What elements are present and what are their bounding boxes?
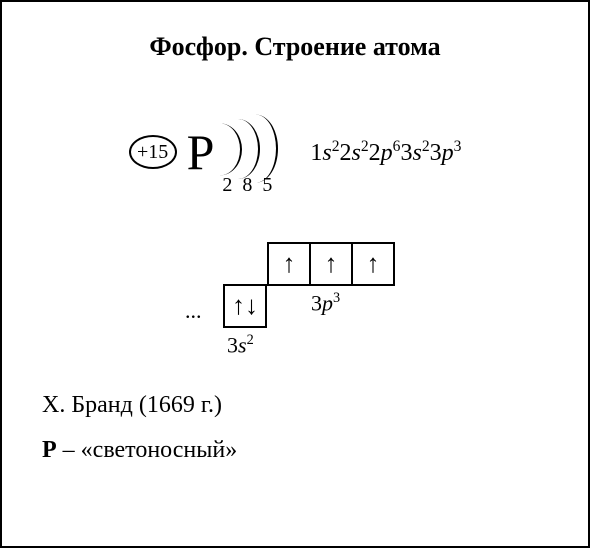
shell-arc	[256, 115, 278, 183]
orbital-label: 3p3	[311, 290, 340, 316]
electron-configuration: 1s22s22p63s23p3	[310, 138, 461, 167]
orbital-label: 3s2	[227, 332, 254, 358]
ellipsis: ...	[185, 298, 202, 324]
atom-row: +15 P 285 1s22s22p63s23p3	[32, 112, 558, 192]
meaning-text: «светоносный»	[81, 437, 238, 463]
discoverer-line: Х. Бранд (1669 г.)	[42, 392, 558, 419]
orbital-box: ↑	[267, 242, 311, 286]
orbital-diagram: ↑↓3s2↑↑↑3p3...	[32, 242, 558, 352]
orbital-box: ↑	[351, 242, 395, 286]
meaning-symbol: P	[42, 437, 57, 463]
meaning-line: P – «светоносный»	[42, 437, 558, 464]
orbital-boxes: ↑↓3s2↑↑↑3p3...	[165, 242, 425, 352]
orbital-box: ↑	[309, 242, 353, 286]
electron-shells: 285	[220, 112, 290, 192]
element-wrap: P	[187, 127, 215, 177]
shell-count: 2	[222, 174, 232, 197]
orbital-box: ↑↓	[223, 284, 267, 328]
nucleus-charge: +15	[129, 135, 177, 169]
meaning-sep: –	[57, 437, 81, 463]
element-symbol: P	[187, 127, 215, 177]
card-frame: Фосфор. Строение атома +15 P 285 1s22s22…	[0, 0, 590, 548]
card-title: Фосфор. Строение атома	[32, 32, 558, 62]
